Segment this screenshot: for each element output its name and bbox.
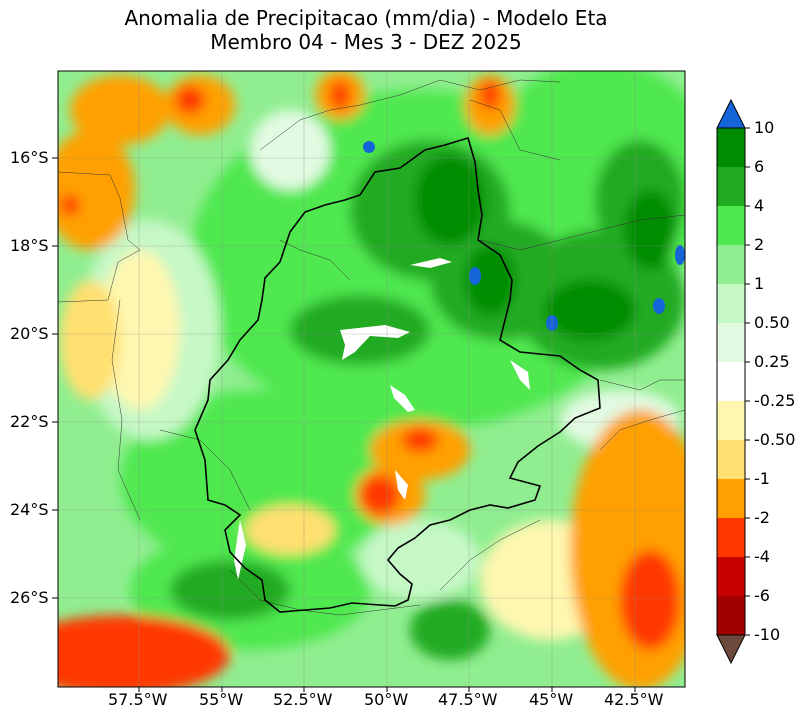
lon-label: 55°W <box>199 690 244 709</box>
colorbar-label: 10 <box>754 118 775 137</box>
lon-label: 47.5°W <box>438 690 498 709</box>
region-outline <box>194 136 601 613</box>
graticule <box>58 71 685 687</box>
colorbar-segment <box>717 128 745 167</box>
colorbar-label: 0.50 <box>754 313 790 332</box>
colorbar-label: 6 <box>754 157 765 176</box>
axis-ticks <box>52 157 636 692</box>
colorbar-segment <box>717 596 745 635</box>
colorbar-label: 0.25 <box>754 352 790 371</box>
lat-label: 16°S <box>10 148 49 167</box>
colorbar <box>716 98 750 665</box>
colorbar-segment <box>717 362 745 401</box>
colorbar-segment <box>717 479 745 518</box>
lat-label: 22°S <box>10 412 49 431</box>
lat-label: 24°S <box>10 500 49 519</box>
lon-label: 52.5°W <box>273 690 333 709</box>
lon-label: 45°W <box>529 690 574 709</box>
colorbar-over-arrow <box>716 98 746 129</box>
colorbar-label: -4 <box>754 547 770 566</box>
colorbar-label: -1 <box>754 469 770 488</box>
colorbar-segment <box>717 323 745 362</box>
colorbar-segment <box>717 284 745 323</box>
lat-label: 18°S <box>10 236 49 255</box>
map-subtitle: Membro 04 - Mes 3 - DEZ 2025 <box>210 30 522 54</box>
colorbar-label: -6 <box>754 586 770 605</box>
lon-label: 50°W <box>364 690 409 709</box>
colorbar-label: 1 <box>754 274 765 293</box>
map-frame <box>57 70 686 688</box>
lon-label: 42.5°W <box>604 690 664 709</box>
lat-label: 26°S <box>10 588 49 607</box>
lat-label: 20°S <box>10 324 49 343</box>
colorbar-segment <box>717 401 745 440</box>
colorbar-segment <box>717 518 745 557</box>
colorbar-label: 2 <box>754 235 765 254</box>
colorbar-frame <box>716 127 746 636</box>
colorbar-label: -10 <box>754 625 781 644</box>
lon-label: 57.5°W <box>108 690 168 709</box>
colorbar-under-arrow <box>716 634 746 665</box>
anomaly-field <box>58 71 685 687</box>
colorbar-segment <box>717 245 745 284</box>
colorbar-segment <box>717 557 745 596</box>
political-borders <box>58 79 685 616</box>
colorbar-label: -2 <box>754 508 770 527</box>
colorbar-segment <box>717 440 745 479</box>
colorbar-segment <box>717 167 745 206</box>
colorbar-segment <box>717 206 745 245</box>
colorbar-label: 4 <box>754 196 765 215</box>
colorbar-label: -0.25 <box>754 391 796 410</box>
map-title: Anomalia de Precipitacao (mm/dia) - Mode… <box>124 6 608 30</box>
colorbar-label: -0.50 <box>754 430 796 449</box>
